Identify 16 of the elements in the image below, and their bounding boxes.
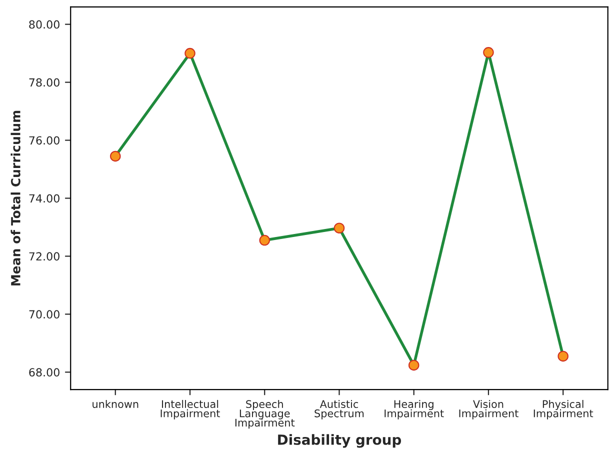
y-tick-label: 70.00: [29, 310, 60, 319]
x-tick-label: Hearing Impairment: [384, 400, 444, 420]
y-tick-label: 76.00: [29, 136, 60, 145]
x-tick-label: Physical Impairment: [534, 400, 594, 420]
y-tick-label: 68.00: [29, 368, 60, 377]
x-axis-title: Disability group: [278, 434, 402, 448]
y-tick-label: 74.00: [29, 194, 60, 203]
y-tick-label: 80.00: [29, 20, 60, 29]
x-tick-label: unknown: [92, 400, 138, 408]
x-tick-label: Speech Language Impairment: [235, 400, 295, 429]
y-tick-label: 78.00: [29, 78, 60, 87]
y-axis-title: Mean of Total Curriculum: [10, 110, 20, 286]
y-tick-label: 72.00: [29, 252, 60, 261]
x-tick-label: Intellectual Impairment: [160, 400, 220, 420]
x-tick-label: Autistic Spectrum: [314, 400, 364, 420]
x-tick-label: Vision Impairment: [459, 400, 518, 420]
